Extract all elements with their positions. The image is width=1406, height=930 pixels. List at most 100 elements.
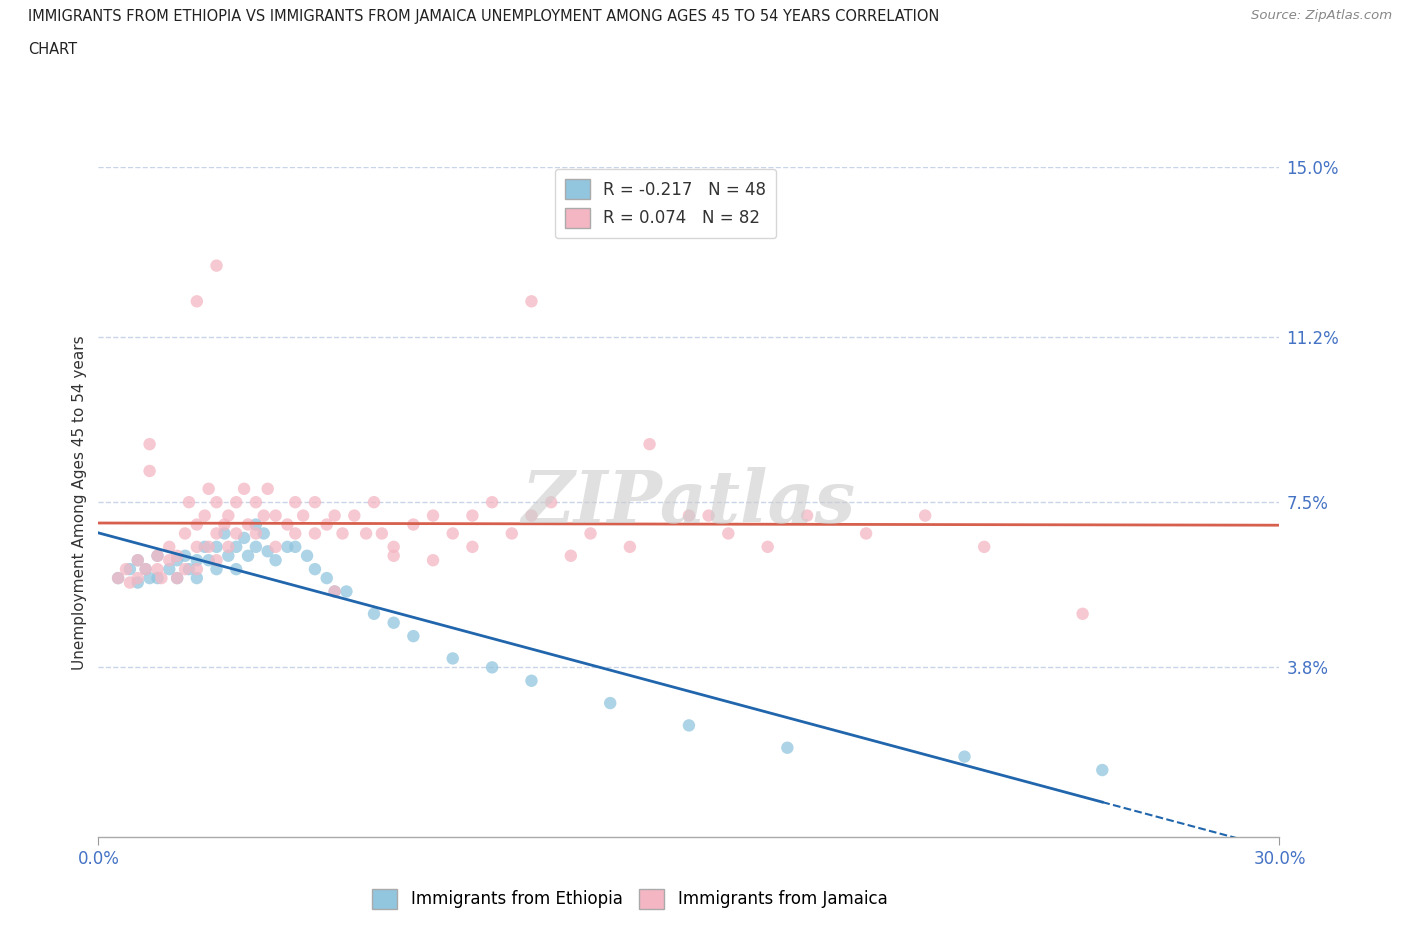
Point (256, 482, 278, 497)
Point (157, 552, 180, 567)
Point (953, 750, 976, 764)
Point (481, 495, 503, 510)
Point (256, 544, 278, 559)
Point (441, 526, 464, 541)
Point (540, 495, 562, 510)
Point (284, 495, 307, 510)
Point (118, 562, 141, 577)
Point (461, 508, 484, 523)
Point (422, 508, 444, 523)
Point (973, 539, 995, 554)
Point (205, 495, 228, 510)
Point (461, 539, 484, 554)
Point (127, 552, 149, 567)
Point (619, 539, 641, 554)
Point (382, 539, 405, 554)
Point (284, 526, 307, 541)
Legend: Immigrants from Ethiopia, Immigrants from Jamaica: Immigrants from Ethiopia, Immigrants fro… (366, 882, 894, 916)
Point (225, 562, 247, 577)
Point (422, 552, 444, 567)
Point (264, 552, 287, 567)
Point (520, 673, 543, 688)
Point (295, 549, 318, 564)
Text: ZIPatlas: ZIPatlas (522, 467, 856, 538)
Point (678, 718, 700, 733)
Point (146, 549, 169, 564)
Point (217, 549, 239, 564)
Point (402, 517, 425, 532)
Point (264, 508, 287, 523)
Point (363, 495, 385, 510)
Point (323, 508, 346, 523)
Point (323, 584, 346, 599)
Point (138, 571, 160, 586)
Point (315, 571, 337, 586)
Point (756, 539, 779, 554)
Point (1071, 606, 1094, 621)
Point (638, 437, 661, 452)
Point (236, 549, 259, 564)
Point (914, 508, 936, 523)
Point (217, 539, 239, 554)
Point (245, 495, 267, 510)
Point (118, 575, 141, 590)
Point (323, 584, 346, 599)
Point (245, 539, 267, 554)
Point (678, 508, 700, 523)
Point (186, 552, 208, 567)
Point (214, 517, 236, 532)
Point (194, 539, 217, 554)
Point (197, 552, 219, 567)
Point (197, 482, 219, 497)
Point (146, 549, 169, 564)
Point (166, 552, 188, 567)
Point (186, 294, 208, 309)
Y-axis label: Unemployment Among Ages 45 to 54 years: Unemployment Among Ages 45 to 54 years (72, 335, 87, 670)
Point (363, 606, 385, 621)
Point (225, 526, 247, 541)
Point (233, 530, 256, 545)
Point (205, 526, 228, 541)
Point (560, 549, 582, 564)
Point (127, 571, 149, 586)
Point (157, 539, 180, 554)
Point (205, 552, 228, 567)
Point (233, 482, 256, 497)
Point (135, 562, 157, 577)
Point (194, 508, 217, 523)
Point (315, 517, 337, 532)
Point (697, 508, 720, 523)
Point (520, 508, 543, 523)
Point (107, 571, 129, 586)
Point (776, 740, 799, 755)
Point (214, 526, 236, 541)
Point (343, 508, 366, 523)
Point (276, 517, 298, 532)
Point (174, 562, 197, 577)
Point (150, 571, 173, 586)
Point (205, 562, 228, 577)
Point (579, 526, 602, 541)
Point (520, 294, 543, 309)
Point (135, 562, 157, 577)
Point (107, 571, 129, 586)
Point (402, 629, 425, 644)
Point (174, 526, 197, 541)
Point (304, 562, 326, 577)
Point (166, 571, 188, 586)
Point (253, 508, 276, 523)
Point (186, 562, 208, 577)
Point (1091, 763, 1114, 777)
Point (127, 552, 149, 567)
Point (304, 526, 326, 541)
Point (855, 526, 877, 541)
Point (599, 696, 621, 711)
Point (371, 526, 394, 541)
Point (717, 526, 740, 541)
Point (332, 526, 354, 541)
Point (177, 495, 200, 510)
Point (382, 616, 405, 631)
Point (157, 562, 180, 577)
Point (205, 259, 228, 273)
Point (146, 562, 169, 577)
